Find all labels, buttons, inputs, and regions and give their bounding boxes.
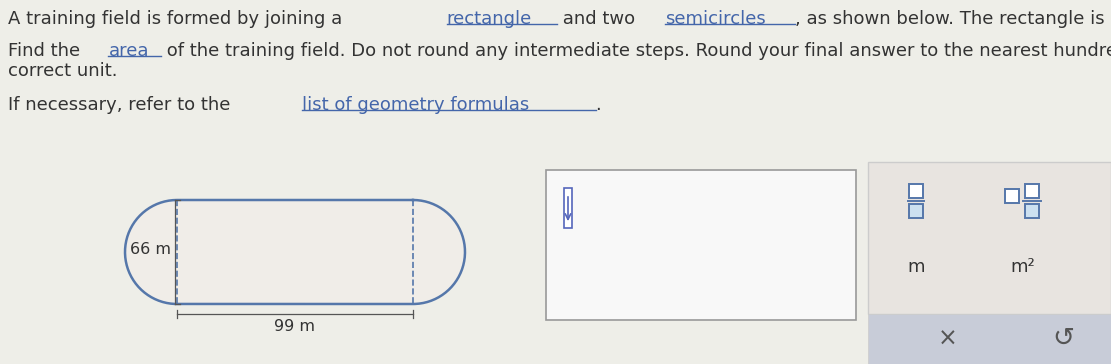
Text: ×: ×: [938, 327, 958, 351]
Text: A training field is formed by joining a: A training field is formed by joining a: [8, 10, 348, 28]
Text: correct unit.: correct unit.: [8, 62, 118, 80]
Bar: [546, 170, 855, 320]
Text: area: area: [109, 42, 149, 60]
Bar: [868, 314, 1111, 364]
Text: list of geometry formulas: list of geometry formulas: [302, 96, 530, 114]
Text: m²: m²: [1011, 258, 1035, 276]
Text: Find the: Find the: [8, 42, 86, 60]
Bar: [909, 204, 923, 218]
Text: If necessary, refer to the: If necessary, refer to the: [8, 96, 237, 114]
Text: of the training field. Do not round any intermediate steps. Round your final ans: of the training field. Do not round any …: [161, 42, 1111, 60]
Text: rectangle: rectangle: [447, 10, 532, 28]
Bar: [1025, 204, 1039, 218]
Text: ↺: ↺: [1052, 326, 1074, 352]
Polygon shape: [126, 200, 466, 304]
Text: m: m: [908, 258, 924, 276]
Text: 99 m: 99 m: [274, 319, 316, 334]
Text: , as shown below. The rectangle is 99: , as shown below. The rectangle is 99: [795, 10, 1111, 28]
Text: 66 m: 66 m: [130, 241, 171, 257]
Text: and two: and two: [557, 10, 641, 28]
Bar: [1005, 189, 1019, 203]
Text: .: .: [595, 96, 601, 114]
Text: semicircles: semicircles: [665, 10, 765, 28]
Bar: [909, 184, 923, 198]
Bar: [868, 162, 1111, 314]
Bar: [564, 188, 572, 228]
Bar: [1025, 184, 1039, 198]
